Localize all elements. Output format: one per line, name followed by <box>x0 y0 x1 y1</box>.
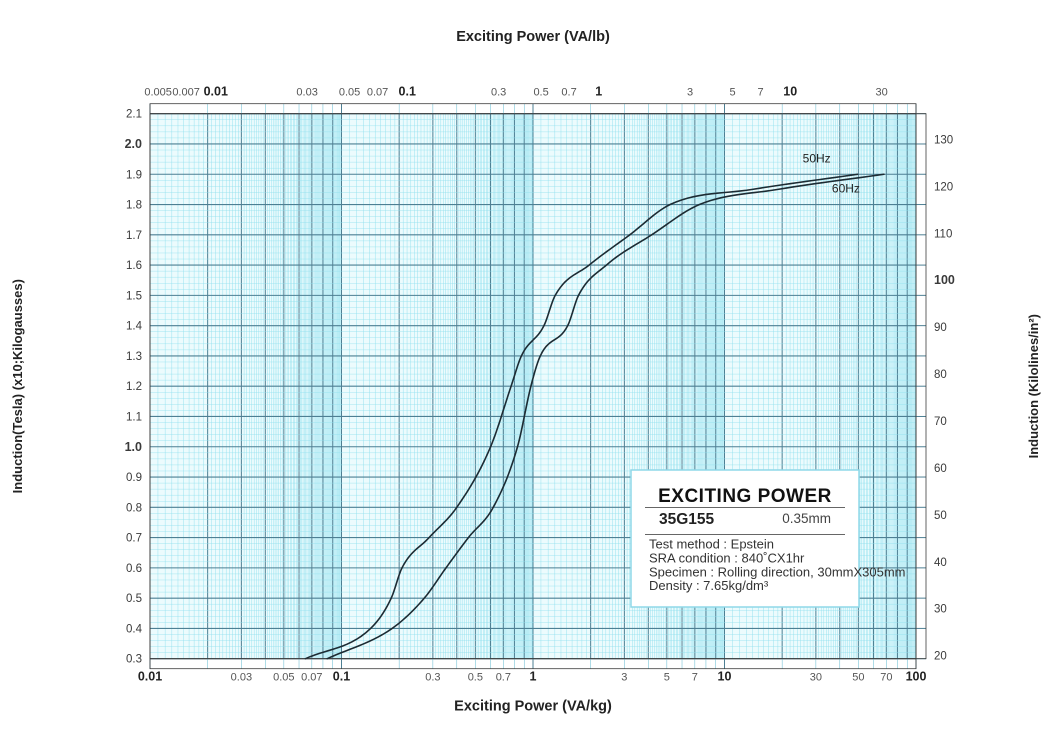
svg-text:0.03: 0.03 <box>296 87 317 99</box>
svg-text:110: 110 <box>934 228 952 240</box>
svg-text:3: 3 <box>687 87 693 99</box>
svg-text:0.07: 0.07 <box>301 672 322 684</box>
svg-text:130: 130 <box>934 134 953 146</box>
svg-text:1.2: 1.2 <box>126 381 142 393</box>
svg-text:7: 7 <box>692 672 698 684</box>
svg-text:50: 50 <box>934 510 947 522</box>
svg-text:30: 30 <box>934 604 947 616</box>
svg-text:5: 5 <box>664 672 670 684</box>
svg-text:90: 90 <box>934 322 947 334</box>
svg-text:1: 1 <box>530 670 537 684</box>
svg-text:50: 50 <box>852 672 864 684</box>
svg-text:0.05: 0.05 <box>273 672 294 684</box>
svg-text:0.3: 0.3 <box>126 654 142 666</box>
svg-text:0.07: 0.07 <box>367 87 388 99</box>
svg-text:70: 70 <box>934 416 947 428</box>
svg-text:70: 70 <box>880 672 892 684</box>
svg-text:0.8: 0.8 <box>126 502 142 514</box>
svg-text:0.1: 0.1 <box>399 85 416 99</box>
svg-text:0.7: 0.7 <box>496 672 511 684</box>
svg-text:40: 40 <box>934 557 947 569</box>
svg-text:1.1: 1.1 <box>126 411 142 423</box>
svg-text:120: 120 <box>934 181 953 193</box>
svg-text:1.6: 1.6 <box>126 260 142 272</box>
svg-text:0.01: 0.01 <box>204 85 228 99</box>
svg-text:1.8: 1.8 <box>126 200 142 212</box>
svg-text:Test method : Epstein: Test method : Epstein <box>649 537 774 552</box>
svg-text:60Hz: 60Hz <box>832 181 860 195</box>
svg-text:Induction (Kilolines/in²): Induction (Kilolines/in²) <box>1026 314 1041 458</box>
svg-text:Exciting Power (VA/lb): Exciting Power (VA/lb) <box>456 29 610 45</box>
svg-text:10: 10 <box>783 85 797 99</box>
svg-text:7: 7 <box>758 87 764 99</box>
svg-text:0.007: 0.007 <box>172 87 200 99</box>
svg-text:0.7: 0.7 <box>126 533 142 545</box>
svg-text:1.4: 1.4 <box>126 321 143 333</box>
svg-text:0.03: 0.03 <box>231 672 252 684</box>
svg-text:10: 10 <box>718 670 732 684</box>
svg-text:0.35mm: 0.35mm <box>782 511 831 526</box>
svg-text:3: 3 <box>621 672 627 684</box>
svg-text:1.7: 1.7 <box>126 230 142 242</box>
svg-text:0.3: 0.3 <box>425 672 440 684</box>
svg-text:Density : 7.65kg/dm³: Density : 7.65kg/dm³ <box>649 578 769 593</box>
svg-text:Induction(Tesla) (x10;Kilogaus: Induction(Tesla) (x10;Kilogausses) <box>10 279 25 493</box>
svg-text:0.5: 0.5 <box>468 672 483 684</box>
svg-text:0.4: 0.4 <box>126 623 143 635</box>
svg-text:0.1: 0.1 <box>333 670 350 684</box>
svg-text:1: 1 <box>595 85 602 99</box>
svg-text:100: 100 <box>934 273 955 287</box>
svg-text:35G155: 35G155 <box>659 511 715 528</box>
svg-text:0.3: 0.3 <box>491 87 506 99</box>
svg-text:0.6: 0.6 <box>126 563 142 575</box>
svg-text:Specimen : Rolling direction,: Specimen : Rolling direction, 30mmX305mm <box>649 564 906 579</box>
svg-text:SRA condition : 840˚CX1hr: SRA condition : 840˚CX1hr <box>649 550 805 565</box>
svg-text:50Hz: 50Hz <box>803 151 831 165</box>
svg-text:0.5: 0.5 <box>533 87 548 99</box>
svg-text:EXCITING POWER: EXCITING POWER <box>658 486 832 507</box>
svg-text:1.5: 1.5 <box>126 290 142 302</box>
svg-text:1.0: 1.0 <box>125 440 142 454</box>
svg-text:1.9: 1.9 <box>126 169 142 181</box>
svg-text:0.05: 0.05 <box>339 87 360 99</box>
svg-text:5: 5 <box>730 87 736 99</box>
svg-text:0.7: 0.7 <box>561 87 576 99</box>
svg-text:Exciting Power (VA/kg): Exciting Power (VA/kg) <box>454 699 612 715</box>
svg-text:0.9: 0.9 <box>126 472 142 484</box>
svg-text:30: 30 <box>810 672 822 684</box>
svg-text:0.01: 0.01 <box>138 670 162 684</box>
svg-text:0.5: 0.5 <box>126 593 142 605</box>
svg-text:80: 80 <box>934 369 947 381</box>
svg-text:2.0: 2.0 <box>125 137 142 151</box>
svg-text:1.3: 1.3 <box>126 351 142 363</box>
svg-text:60: 60 <box>934 463 947 475</box>
svg-text:2.1: 2.1 <box>126 109 142 121</box>
svg-text:100: 100 <box>906 670 927 684</box>
svg-text:20: 20 <box>934 651 947 663</box>
svg-text:0.005: 0.005 <box>144 87 172 99</box>
svg-text:30: 30 <box>875 87 887 99</box>
